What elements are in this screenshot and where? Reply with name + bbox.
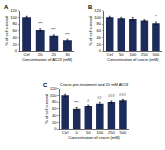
svg-text:% of cell survival: % of cell survival	[4, 16, 9, 46]
svg-text:20: 20	[38, 52, 43, 57]
svg-text:Ctrl: Ctrl	[62, 130, 68, 135]
svg-text:50: 50	[119, 52, 124, 57]
svg-text:100: 100	[94, 15, 101, 20]
svg-text:250: 250	[108, 130, 115, 135]
svg-text:###: ###	[108, 93, 115, 98]
svg-text:Concentration of crocin (mM): Concentration of crocin (mM)	[107, 57, 159, 62]
svg-text:0: 0	[54, 126, 57, 131]
svg-text:***: ***	[51, 27, 56, 32]
svg-text:% of cell survival: % of cell survival	[44, 94, 49, 124]
svg-text:80: 80	[12, 21, 17, 26]
svg-text:% of cell survival: % of cell survival	[88, 16, 93, 46]
svg-text:20: 20	[97, 42, 102, 47]
svg-text:250: 250	[141, 52, 148, 57]
svg-text:Ctrl: Ctrl	[107, 52, 113, 57]
svg-text:*: *	[155, 14, 157, 19]
svg-text:100: 100	[50, 93, 57, 98]
svg-text:20: 20	[12, 42, 17, 47]
svg-text:100: 100	[10, 15, 17, 20]
svg-text:60: 60	[97, 28, 102, 33]
svg-text:#: #	[87, 98, 90, 103]
svg-text:50: 50	[86, 130, 91, 135]
svg-text:A: A	[4, 4, 9, 10]
svg-text:100: 100	[129, 52, 136, 57]
svg-text:Concentration of crocin (mM): Concentration of crocin (mM)	[68, 135, 120, 140]
svg-text:0: 0	[15, 48, 18, 53]
svg-text:***: ***	[65, 32, 70, 37]
svg-text:***: ***	[74, 100, 79, 105]
svg-text:40: 40	[12, 35, 17, 40]
svg-text:40: 40	[52, 113, 57, 118]
svg-text:0: 0	[99, 48, 102, 53]
svg-text:60: 60	[52, 106, 57, 111]
svg-text:80: 80	[97, 21, 102, 26]
svg-text:500: 500	[153, 52, 160, 57]
svg-text:##: ##	[97, 95, 102, 100]
svg-text:80: 80	[52, 99, 57, 104]
svg-text:100: 100	[96, 130, 103, 135]
svg-text:C: C	[43, 82, 48, 88]
svg-text:B: B	[88, 4, 93, 10]
svg-text:Ctrl: Ctrl	[23, 52, 29, 57]
svg-text:60: 60	[12, 28, 17, 33]
svg-text:120: 120	[50, 86, 57, 91]
svg-text:Crocin pre-treatment and 20 mM: Crocin pre-treatment and 20 mM AlCl3	[60, 82, 129, 87]
svg-text:120: 120	[10, 8, 17, 13]
svg-text:Concentration of AlCl3 (mM): Concentration of AlCl3 (mM)	[22, 57, 73, 62]
svg-text:25: 25	[52, 52, 57, 57]
svg-text:***: ***	[38, 21, 43, 26]
svg-text:40: 40	[97, 35, 102, 40]
svg-text:0: 0	[76, 130, 79, 135]
svg-text:500: 500	[120, 130, 127, 135]
svg-text:120: 120	[94, 8, 101, 13]
svg-text:###: ###	[119, 92, 126, 97]
svg-text:30: 30	[65, 52, 70, 57]
svg-text:20: 20	[52, 120, 57, 125]
